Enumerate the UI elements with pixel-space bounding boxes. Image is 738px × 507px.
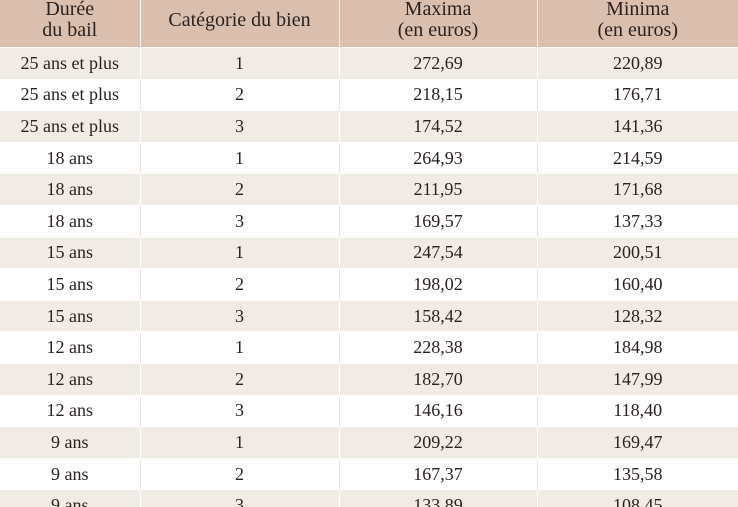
cell-maxima: 209,22 [339,426,538,459]
header-row: Durée du bail Catégorie du bien Maxima (… [0,0,738,48]
cell-categorie: 1 [140,236,340,269]
table-row: 25 ans et plus 2 218,15 176,71 [0,78,738,111]
cell-maxima: 228,38 [339,331,538,364]
table-row: 12 ans 2 182,70 147,99 [0,362,738,396]
cell-minima: 147,99 [537,362,738,396]
header-categorie-du-bien: Catégorie du bien [140,0,340,48]
cell-maxima: 264,93 [339,141,538,174]
table-row: 18 ans 1 264,93 214,59 [0,141,738,174]
cell-minima: 220,89 [537,47,738,80]
cell-duree: 12 ans [0,394,141,427]
cell-duree: 9 ans [0,457,141,490]
cell-categorie: 1 [140,426,340,459]
cell-minima: 169,47 [537,426,738,459]
cell-categorie: 2 [140,173,340,206]
header-line: Durée [45,0,95,20]
cell-categorie: 2 [140,268,340,301]
cell-maxima: 133,89 [339,489,538,507]
header-line: Maxima [404,0,472,20]
cell-duree: 15 ans [0,236,141,269]
cell-minima: 200,51 [537,236,738,269]
header-line: (en euros) [597,19,679,41]
cell-duree: 18 ans [0,173,141,206]
table-row: 9 ans 2 167,37 135,58 [0,457,738,490]
table-row: 12 ans 3 146,16 118,40 [0,394,738,427]
cell-duree: 12 ans [0,362,141,396]
cell-minima: 141,36 [537,110,738,143]
cell-maxima: 272,69 [339,47,538,80]
table-row: 9 ans 1 209,22 169,47 [0,426,738,459]
cell-duree: 25 ans et plus [0,47,141,80]
cell-maxima: 198,02 [339,268,538,301]
cell-categorie: 1 [140,47,340,80]
cell-duree: 9 ans [0,489,141,507]
cell-categorie: 3 [140,110,340,143]
header-line: du bail [42,19,98,41]
cell-categorie: 2 [140,457,340,490]
cell-minima: 184,98 [537,331,738,364]
cell-duree: 18 ans [0,141,141,174]
header-line: Catégorie du bien [168,8,311,31]
table-row: 15 ans 3 158,42 128,32 [0,299,738,332]
cell-categorie: 2 [140,78,340,111]
cell-maxima: 247,54 [339,236,538,269]
cell-maxima: 211,95 [339,173,538,206]
cell-maxima: 169,57 [339,204,538,238]
table-row: 9 ans 3 133,89 108,45 [0,489,738,507]
cell-minima: 108,45 [537,489,738,507]
cell-categorie: 1 [140,141,340,174]
cell-duree: 15 ans [0,268,141,301]
cell-duree: 25 ans et plus [0,78,141,111]
cell-minima: 160,40 [537,268,738,301]
table-row: 25 ans et plus 1 272,69 220,89 [0,47,738,80]
table-row: 12 ans 1 228,38 184,98 [0,331,738,364]
cell-minima: 135,58 [537,457,738,490]
cell-minima: 176,71 [537,78,738,111]
cell-duree: 12 ans [0,331,141,364]
cell-maxima: 182,70 [339,362,538,396]
cell-duree: 15 ans [0,299,141,332]
cell-maxima: 167,37 [339,457,538,490]
header-minima: Minima (en euros) [537,0,738,48]
cell-categorie: 3 [140,489,340,507]
table-row: 18 ans 2 211,95 171,68 [0,173,738,206]
table-header: Durée du bail Catégorie du bien Maxima (… [0,0,738,48]
header-maxima: Maxima (en euros) [339,0,538,48]
cell-maxima: 218,15 [339,78,538,111]
cell-categorie: 3 [140,299,340,332]
cell-maxima: 158,42 [339,299,538,332]
table-body: 25 ans et plus 1 272,69 220,89 25 ans et plu… [0,47,738,507]
cell-minima: 118,40 [537,394,738,427]
cell-maxima: 174,52 [339,110,538,143]
cell-categorie: 3 [140,204,340,238]
header-line: Minima [606,0,670,20]
cell-minima: 137,33 [537,204,738,238]
table-row: 15 ans 2 198,02 160,40 [0,268,738,301]
header-line: (en euros) [397,19,479,41]
table-row: 25 ans et plus 3 174,52 141,36 [0,110,738,143]
cell-minima: 128,32 [537,299,738,332]
cell-categorie: 3 [140,394,340,427]
cell-minima: 214,59 [537,141,738,174]
cell-duree: 18 ans [0,204,141,238]
cell-categorie: 1 [140,331,340,364]
cell-maxima: 146,16 [339,394,538,427]
cell-minima: 171,68 [537,173,738,206]
table-row: 15 ans 1 247,54 200,51 [0,236,738,269]
header-duree-du-bail: Durée du bail [0,0,141,48]
cell-duree: 25 ans et plus [0,110,141,143]
cell-duree: 9 ans [0,426,141,459]
cell-categorie: 2 [140,362,340,396]
table-row: 18 ans 3 169,57 137,33 [0,204,738,238]
